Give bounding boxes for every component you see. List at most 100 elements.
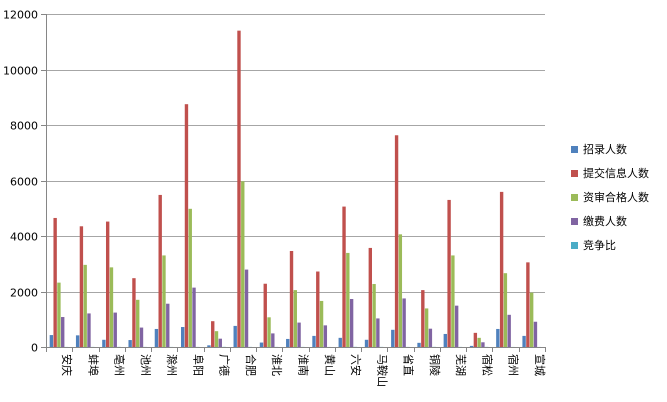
bar (87, 313, 91, 347)
bar (346, 252, 350, 347)
x-tick-label: 铜陵 (428, 354, 442, 376)
x-tick-label: 安庆 (60, 354, 74, 376)
bar (443, 333, 447, 347)
bar (139, 327, 144, 347)
bar (259, 342, 264, 347)
y-tick-label: 4000 (10, 231, 38, 244)
legend-swatch (571, 194, 578, 201)
bar (83, 264, 87, 347)
x-tick-label: 宣城 (533, 354, 547, 376)
bar (286, 338, 290, 347)
bar (481, 342, 485, 347)
bar (136, 299, 140, 347)
legend-label: 招录人数 (583, 142, 627, 156)
bar (424, 308, 429, 347)
bar (499, 191, 504, 347)
bar (233, 325, 237, 347)
bar (102, 339, 106, 347)
legend-label: 资审合格人数 (583, 190, 649, 204)
bar (241, 181, 245, 347)
bar (293, 290, 297, 347)
bar (166, 303, 170, 347)
y-tick-label: 6000 (10, 176, 38, 189)
bar (428, 328, 433, 347)
x-tick-label: 宿州 (507, 354, 521, 376)
bar (469, 345, 474, 347)
x-tick-label: 省直 (402, 354, 416, 376)
bar (289, 250, 294, 347)
bar (244, 269, 249, 347)
bar (349, 298, 354, 347)
bar (132, 278, 136, 347)
bar (522, 335, 526, 347)
bar (451, 255, 455, 347)
bar (211, 321, 215, 347)
bar (421, 290, 425, 347)
y-tick-label: 0 (31, 342, 38, 355)
bar (323, 325, 328, 347)
bar (477, 337, 481, 347)
gridlines (46, 14, 545, 293)
legend-swatch (571, 170, 578, 177)
x-axis-tick-labels: 安庆 蚌埠 亳州 池州 滁州 阜阳 广德 合肥 淮北 淮南 黄山 六安 马鞍山 省直 铜陵 芜湖 宿松 宿州 宣城 (60, 354, 547, 387)
x-tick-label: 亳州 (113, 354, 127, 376)
y-tick-label: 2000 (10, 287, 38, 300)
x-tick-label: 马鞍山 (375, 354, 389, 387)
bar (271, 333, 275, 347)
bar (214, 331, 219, 347)
bar (496, 328, 500, 347)
y-axis-tick-labels: 0 2000 4000 6000 8000 10000 12000 (3, 9, 38, 355)
bar (417, 342, 421, 347)
x-tick-label: 阜阳 (191, 354, 204, 376)
bar (237, 30, 241, 348)
bar (447, 199, 451, 347)
bar (128, 340, 132, 347)
legend-label: 缴费人数 (583, 214, 627, 228)
bar (394, 135, 399, 347)
bar (338, 337, 342, 347)
bar (79, 226, 84, 347)
y-tick-label: 8000 (10, 120, 38, 133)
bar (188, 208, 192, 347)
bar (184, 104, 189, 347)
bar (105, 221, 110, 347)
bar (368, 247, 372, 347)
bar (526, 262, 530, 347)
x-tick-label: 滁州 (165, 354, 179, 376)
bar (376, 318, 380, 347)
bar (398, 234, 403, 347)
y-tick-label: 10000 (3, 65, 38, 78)
bar (342, 206, 346, 347)
bar (267, 317, 271, 347)
legend-swatch (571, 146, 578, 153)
x-tick-label: 芜湖 (454, 354, 468, 376)
x-tick-label: 淮北 (270, 354, 283, 376)
x-tick-label: 黄山 (323, 354, 337, 376)
bar (75, 335, 80, 347)
legend-swatch (571, 218, 578, 225)
bar (316, 271, 320, 347)
bar (49, 335, 54, 347)
bar (391, 329, 395, 347)
bar (503, 273, 508, 347)
bar (364, 339, 369, 347)
x-tick-label: 广德 (218, 354, 232, 376)
bar (61, 317, 65, 347)
bar (207, 345, 211, 347)
bar (319, 300, 324, 347)
bar (53, 217, 57, 347)
bar (180, 327, 185, 347)
bar (454, 305, 459, 347)
bar (529, 292, 534, 347)
x-tick-label: 宿松 (480, 354, 494, 376)
bar (218, 338, 222, 347)
bar (372, 284, 376, 347)
bar (297, 322, 301, 347)
bar (109, 267, 114, 347)
bar (113, 312, 117, 347)
bar (263, 283, 267, 347)
bar (154, 328, 159, 347)
x-tick-label: 六安 (349, 354, 363, 376)
bar (158, 194, 162, 347)
